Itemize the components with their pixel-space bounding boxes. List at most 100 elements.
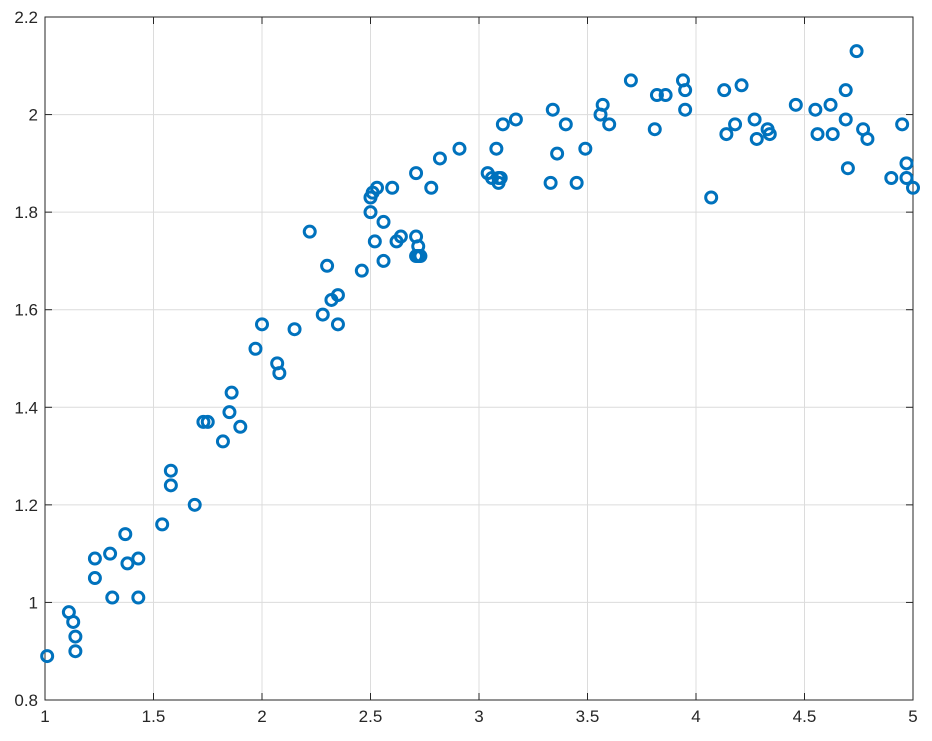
x-tick-label: 2 bbox=[257, 707, 266, 726]
data-point bbox=[550, 146, 565, 161]
data-point bbox=[649, 88, 664, 103]
data-point bbox=[658, 88, 673, 103]
grid-lines bbox=[44, 16, 914, 701]
data-point bbox=[810, 127, 825, 142]
data-point bbox=[120, 556, 135, 571]
data-point bbox=[452, 141, 467, 156]
data-point bbox=[320, 258, 335, 273]
data-point bbox=[233, 419, 248, 434]
data-point bbox=[330, 288, 345, 303]
data-point bbox=[376, 214, 391, 229]
data-point bbox=[68, 644, 83, 659]
data-point bbox=[734, 78, 749, 93]
data-point bbox=[719, 127, 734, 142]
data-point bbox=[103, 546, 118, 561]
data-point bbox=[840, 161, 855, 176]
tick-labels: 1 1.5 2 2.5 3 3.5 4 4.5 50.811.21.41.61.822.2 bbox=[14, 8, 917, 726]
x-tick-label: 3.5 bbox=[576, 707, 600, 726]
data-point bbox=[370, 180, 385, 195]
x-tick-label: 2.5 bbox=[359, 707, 383, 726]
data-point bbox=[899, 170, 914, 185]
data-point bbox=[255, 317, 269, 332]
data-point bbox=[704, 190, 719, 205]
data-point bbox=[131, 551, 146, 566]
tick-marks bbox=[44, 16, 914, 701]
data-point bbox=[68, 629, 83, 644]
data-point bbox=[367, 234, 382, 249]
data-point bbox=[906, 180, 920, 195]
data-point bbox=[808, 102, 823, 117]
data-point bbox=[87, 571, 102, 586]
data-point bbox=[884, 170, 899, 185]
data-point bbox=[248, 341, 263, 356]
data-point bbox=[545, 102, 560, 117]
x-tick-label: 3 bbox=[474, 707, 483, 726]
data-point bbox=[432, 151, 447, 166]
y-tick-label: 1 bbox=[29, 593, 38, 612]
data-point bbox=[728, 117, 743, 132]
x-tick-label: 1.5 bbox=[142, 707, 166, 726]
data-point bbox=[623, 73, 638, 88]
data-point bbox=[849, 44, 864, 59]
data-point bbox=[678, 102, 693, 117]
data-point bbox=[222, 405, 237, 420]
data-point bbox=[376, 253, 391, 268]
data-point bbox=[287, 322, 302, 337]
data-point bbox=[155, 517, 170, 532]
data-point bbox=[860, 131, 875, 146]
data-point bbox=[788, 97, 803, 112]
data-point bbox=[747, 112, 762, 127]
data-point bbox=[187, 497, 202, 512]
data-point bbox=[558, 117, 573, 132]
data-point bbox=[272, 366, 287, 381]
data-point bbox=[489, 141, 504, 156]
data-point bbox=[409, 166, 424, 181]
data-point bbox=[118, 527, 133, 542]
data-point bbox=[749, 131, 764, 146]
data-point bbox=[838, 112, 853, 127]
data-point bbox=[717, 83, 732, 98]
y-tick-label: 1.6 bbox=[14, 301, 38, 320]
x-tick-label: 4.5 bbox=[793, 707, 817, 726]
data-point bbox=[838, 83, 853, 98]
data-point bbox=[87, 551, 102, 566]
data-points bbox=[40, 44, 920, 664]
data-point bbox=[823, 97, 838, 112]
x-tick-label: 4 bbox=[691, 707, 700, 726]
data-point bbox=[393, 229, 408, 244]
data-point bbox=[105, 590, 120, 605]
data-point bbox=[363, 205, 378, 220]
data-point bbox=[678, 83, 693, 98]
y-tick-label: 0.8 bbox=[14, 691, 38, 710]
data-point bbox=[385, 180, 400, 195]
data-point bbox=[495, 117, 510, 132]
data-point bbox=[578, 141, 593, 156]
data-point bbox=[602, 117, 617, 132]
data-point bbox=[899, 156, 914, 171]
data-point bbox=[895, 117, 910, 132]
data-point bbox=[543, 175, 558, 190]
x-tick-label: 5 bbox=[908, 707, 917, 726]
data-point bbox=[413, 249, 428, 264]
data-point bbox=[302, 224, 317, 239]
data-point bbox=[825, 127, 840, 142]
data-point bbox=[508, 112, 523, 127]
data-point bbox=[131, 590, 146, 605]
data-point bbox=[595, 97, 610, 112]
data-point bbox=[647, 122, 662, 137]
data-point bbox=[330, 317, 345, 332]
data-point bbox=[224, 385, 239, 400]
data-point bbox=[163, 478, 178, 493]
data-point bbox=[424, 180, 439, 195]
data-point bbox=[66, 614, 81, 629]
data-point bbox=[354, 263, 369, 278]
data-point bbox=[315, 307, 330, 322]
data-point bbox=[196, 414, 211, 429]
y-tick-label: 2 bbox=[29, 106, 38, 125]
y-tick-label: 1.8 bbox=[14, 203, 38, 222]
data-point bbox=[40, 649, 55, 664]
data-point bbox=[762, 127, 777, 142]
y-tick-label: 1.2 bbox=[14, 496, 38, 515]
